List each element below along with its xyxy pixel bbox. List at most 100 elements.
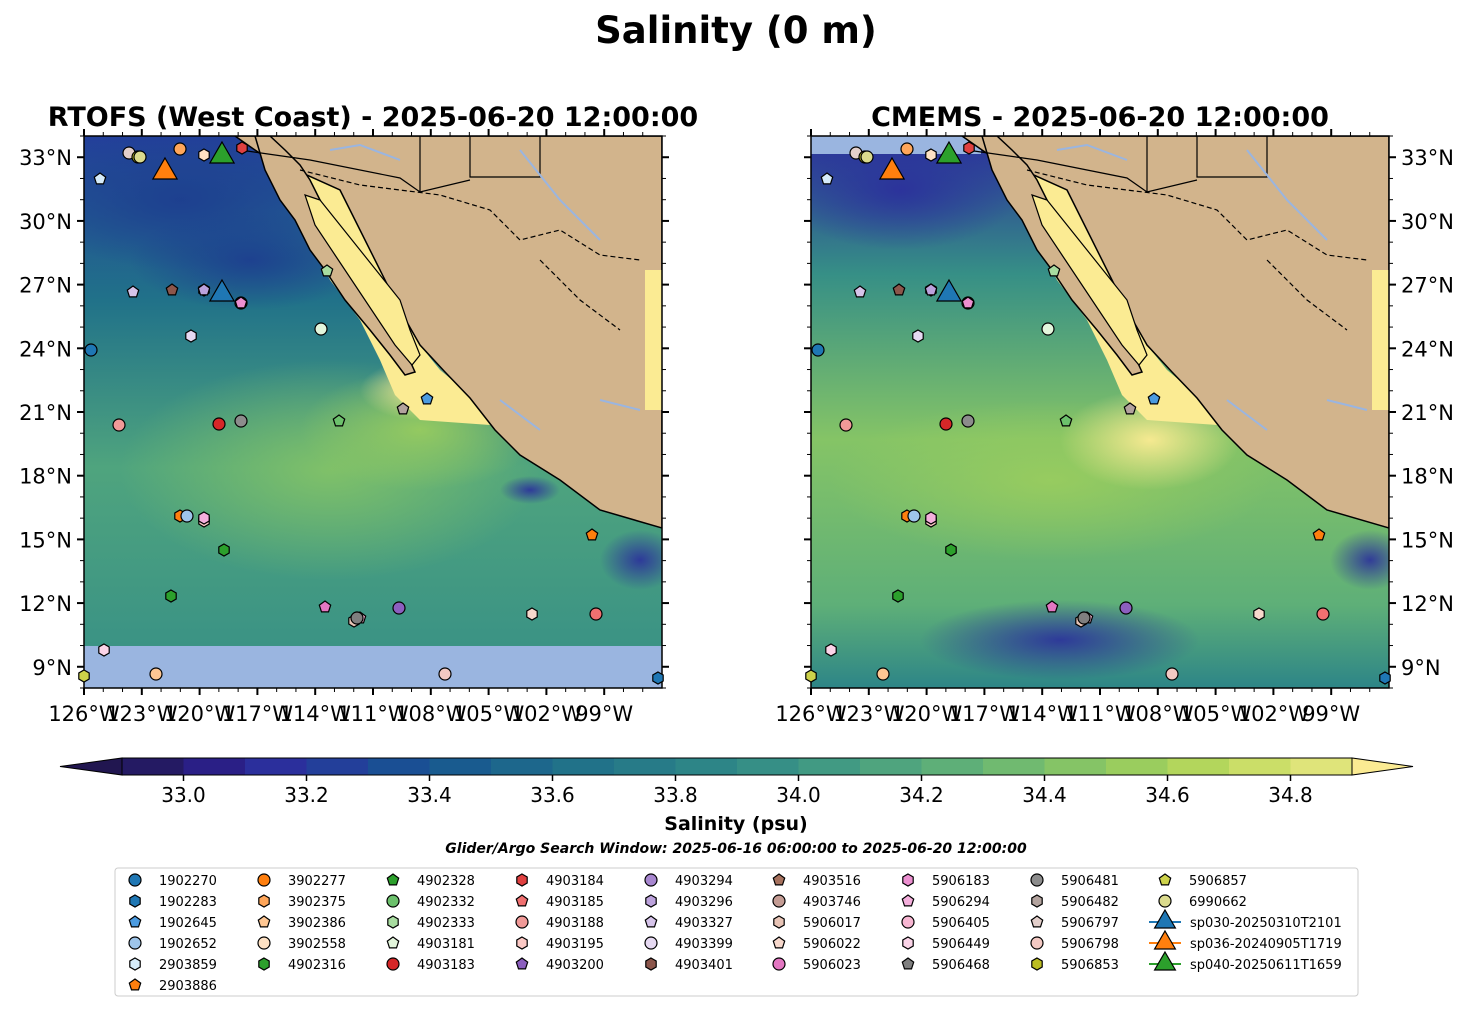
colorbar-segment	[614, 758, 677, 775]
legend-item: 4903294	[644, 873, 733, 889]
colorbar-segment	[1044, 758, 1107, 775]
y-axis-cmems: 33°N 30°N 27°N 24°N 21°N 18°N 15°N 12°N 9°N	[804, 135, 1454, 689]
float-marker	[1316, 607, 1330, 621]
legend-label: 5906853	[1061, 958, 1119, 973]
colorbar-tick-label: 33.4	[407, 783, 452, 807]
float-marker	[961, 296, 975, 309]
x-tick-label: 99°W	[1302, 702, 1360, 726]
float-marker	[93, 172, 107, 185]
legend-marker	[128, 936, 142, 950]
legend-label: 3902375	[288, 895, 346, 910]
legend-label: sp030-20250310T2101	[1190, 916, 1342, 931]
colorbar-label: Salinity (psu)	[664, 813, 807, 835]
legend-marker	[128, 978, 142, 991]
y-tick-label: 21°N	[19, 401, 72, 425]
colorbar-segment	[737, 758, 800, 775]
y-tick-label: 24°N	[1401, 337, 1454, 361]
baja-gulf-coast	[304, 194, 421, 366]
search-window-caption: Glider/Argo Search Window: 2025-06-16 06…	[445, 841, 1027, 857]
legend-item: sp030-20250310T2101	[1149, 908, 1342, 931]
y-tick-label: 9°N	[32, 656, 72, 680]
legend-label: 1902270	[159, 874, 217, 889]
legend-label: 5906482	[1061, 895, 1119, 910]
legend-label: 4903399	[675, 937, 733, 952]
colorbar-segment	[245, 758, 308, 775]
legend-item: 5906798	[1030, 936, 1119, 952]
legend-item: 4903516	[772, 873, 861, 889]
legend-marker	[644, 936, 658, 950]
float-marker	[320, 264, 334, 277]
float-marker	[198, 511, 210, 525]
float-marker	[1041, 322, 1055, 336]
no-data-band	[84, 646, 662, 688]
figure-title: Salinity (0 m)	[595, 9, 877, 52]
float-marker	[589, 607, 603, 621]
float-marker	[438, 667, 452, 681]
legend-item: 5906183	[902, 873, 990, 889]
legend-marker	[902, 873, 914, 887]
legend-marker	[129, 894, 141, 908]
legend-item: 5906449	[902, 936, 990, 952]
colorbar-extend-high	[1351, 757, 1414, 776]
float-marker	[208, 278, 236, 302]
legend-item: 4903185	[515, 894, 604, 910]
y-tick-label: 15°N	[1401, 528, 1454, 552]
float-marker	[652, 671, 664, 685]
float-marker	[1077, 611, 1091, 625]
legend-item: 2903886	[128, 978, 217, 994]
legend-label: 3902386	[288, 916, 346, 931]
x-tick-label: 111°W	[1064, 702, 1136, 726]
colorbar-tick-label: 33.0	[161, 783, 206, 807]
float-marker	[126, 285, 140, 298]
x-tick-label: 120°W	[164, 702, 236, 726]
legend-item: 1902652	[128, 936, 217, 952]
legend-item: 4903184	[516, 873, 604, 889]
float-marker	[198, 148, 210, 162]
legend-item: 3902277	[257, 873, 346, 889]
river	[329, 143, 641, 431]
float-marker	[860, 150, 874, 164]
y-tick-label: 27°N	[1401, 274, 1454, 298]
float-marker	[112, 418, 126, 432]
colorbar-segment	[675, 758, 738, 775]
legend-label: 5906017	[803, 916, 861, 931]
legend-item: 4903188	[515, 915, 604, 931]
colorbar-tick-label: 33.6	[530, 783, 575, 807]
float-marker	[212, 417, 226, 431]
colorbar-segment	[429, 758, 492, 775]
legend-item: sp040-20250611T1659	[1149, 950, 1342, 973]
float-marker	[900, 142, 914, 156]
low-salinity-patch	[1330, 530, 1389, 590]
float-marker	[853, 285, 867, 298]
y-tick-label: 15°N	[19, 528, 72, 552]
float-marker	[876, 667, 890, 681]
legend-marker	[257, 915, 271, 928]
legend-item: 5906797	[1030, 915, 1119, 931]
float-marker	[236, 141, 248, 155]
float-marker	[939, 417, 953, 431]
legend-marker	[1031, 894, 1043, 908]
legend-item: 4902328	[386, 873, 475, 889]
float-marker	[1119, 601, 1133, 615]
x-axis-cmems: 126°W123°W120°W117°W114°W111°W108°W105°W…	[775, 129, 1371, 726]
legend-marker	[128, 915, 142, 928]
legend-item: 4903296	[645, 894, 733, 910]
legend: 1902270 1902283 1902645 1902652 2903859 29038…	[128, 873, 1342, 994]
legend-label: 4903185	[546, 895, 604, 910]
colorbar-tick-label: 33.8	[653, 783, 698, 807]
legend-label: 4903327	[675, 916, 733, 931]
float-marker	[963, 141, 975, 155]
x-tick-label: 120°W	[891, 702, 963, 726]
legend-label: 4903183	[417, 958, 475, 973]
legend-item: 4903181	[386, 936, 475, 952]
legend-label: 5906023	[803, 958, 861, 973]
legend-marker	[257, 873, 271, 887]
x-tick-label: 126°W	[775, 702, 847, 726]
legend-marker	[516, 873, 528, 887]
legend-item: 4903746	[772, 894, 861, 910]
legend-label: 5906481	[1061, 874, 1119, 889]
float-marker	[420, 392, 434, 405]
legend-item: 4903401	[645, 957, 733, 973]
colorbar-segment	[122, 758, 185, 775]
x-tick-label: 117°W	[949, 702, 1021, 726]
